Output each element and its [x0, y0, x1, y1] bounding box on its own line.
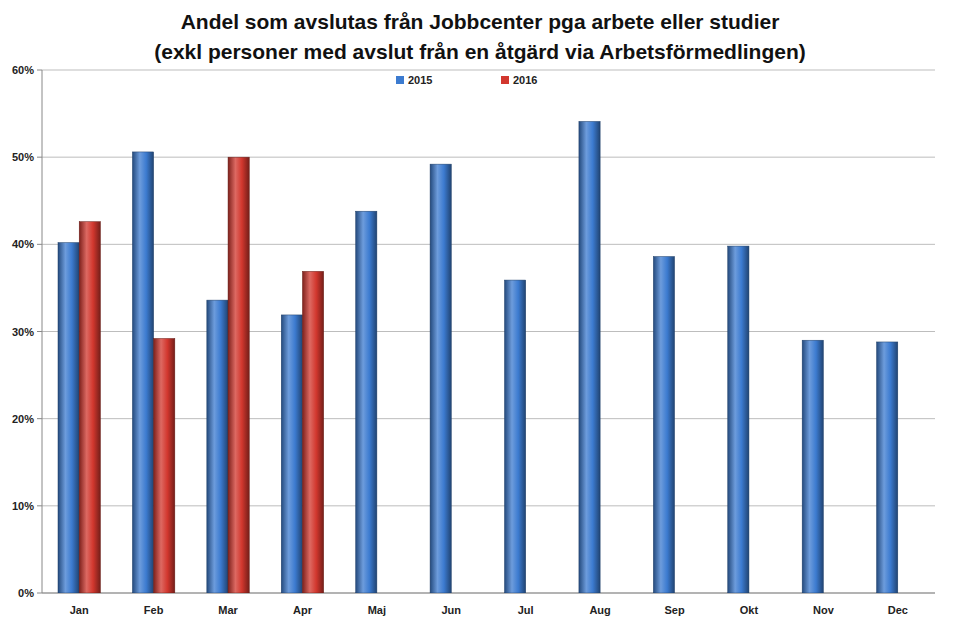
bar — [653, 257, 674, 593]
grid-line — [42, 418, 935, 419]
bar — [728, 246, 749, 593]
legend-label: 2015 — [408, 74, 432, 86]
y-tick-label: 40% — [12, 238, 34, 250]
y-tick — [37, 593, 42, 594]
x-tick-label: Aug — [589, 604, 610, 616]
y-tick-label: 0% — [18, 587, 34, 599]
x-tick-label: Jan — [70, 604, 89, 616]
x-tick-label: Sep — [664, 604, 684, 616]
x-tick-label: Mar — [218, 604, 238, 616]
x-tick-label: Feb — [144, 604, 164, 616]
grid-line — [42, 331, 935, 332]
x-tick-label: Dec — [888, 604, 908, 616]
y-tick — [37, 505, 42, 506]
bars — [58, 121, 898, 593]
y-tick — [37, 244, 42, 245]
bar — [154, 338, 175, 593]
bar — [132, 152, 153, 593]
bar — [356, 211, 377, 593]
y-tick — [37, 418, 42, 419]
bar — [281, 315, 302, 593]
bar — [228, 157, 249, 593]
y-tick-label: 50% — [12, 151, 34, 163]
y-tick-label: 10% — [12, 500, 34, 512]
x-tick-label: Jul — [518, 604, 534, 616]
bar — [58, 243, 79, 593]
y-tick — [37, 157, 42, 158]
x-tick-label: Nov — [813, 604, 835, 616]
y-tick-label: 20% — [12, 413, 34, 425]
y-axis — [42, 70, 43, 593]
bar — [877, 342, 898, 593]
grid-line — [42, 593, 935, 594]
x-axis — [42, 593, 935, 594]
legend-swatch — [501, 76, 509, 84]
bar — [504, 280, 525, 593]
bar — [802, 340, 823, 593]
legend-swatch — [396, 76, 404, 84]
grid-line — [42, 244, 935, 245]
y-tick-label: 60% — [12, 64, 34, 76]
legend-label: 2016 — [513, 74, 537, 86]
x-tick-label: Apr — [293, 604, 313, 616]
y-tick — [37, 331, 42, 332]
y-tick-label: 30% — [12, 326, 34, 338]
grid-line — [42, 157, 935, 158]
bar — [430, 164, 451, 593]
x-tick-label: Maj — [368, 604, 386, 616]
grid-line — [42, 70, 935, 71]
subtitle: (exkl personer med avslut från en åtgärd… — [154, 40, 806, 63]
title: Andel som avslutas från Jobbcenter pga a… — [181, 10, 780, 33]
y-tick — [37, 70, 42, 71]
grid — [37, 70, 935, 593]
bar — [79, 222, 100, 593]
chart: Andel som avslutas från Jobbcenter pga a… — [0, 0, 960, 626]
x-tick-label: Jun — [442, 604, 462, 616]
legend: 2015 2016 — [396, 74, 537, 86]
grid-line — [42, 505, 935, 506]
bar — [302, 271, 323, 593]
x-tick-label: Okt — [740, 604, 759, 616]
bar — [207, 300, 228, 593]
bar — [579, 121, 600, 593]
